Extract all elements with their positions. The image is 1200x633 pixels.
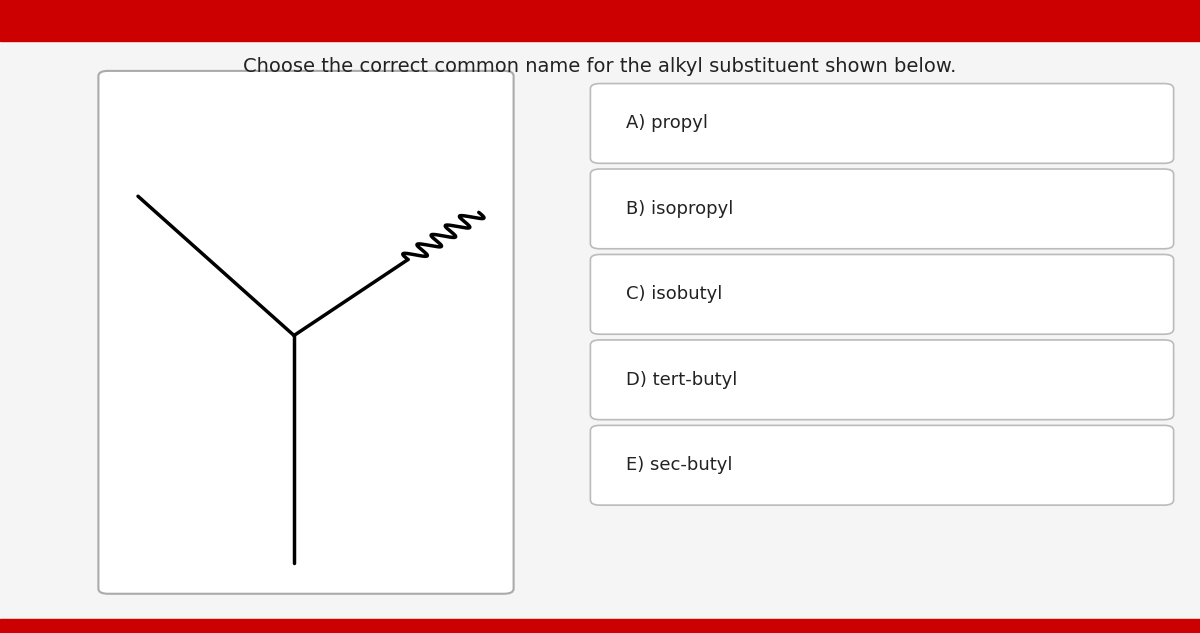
Text: E) sec-butyl: E) sec-butyl (626, 456, 733, 474)
Text: B) isopropyl: B) isopropyl (626, 200, 733, 218)
FancyBboxPatch shape (98, 71, 514, 594)
FancyBboxPatch shape (590, 84, 1174, 163)
FancyBboxPatch shape (590, 254, 1174, 334)
Text: D) tert-butyl: D) tert-butyl (626, 371, 738, 389)
Bar (0, 619, 1200, 633)
FancyBboxPatch shape (590, 340, 1174, 420)
Bar (0, 0, 1200, 41)
Text: Choose the correct common name for the alkyl substituent shown below.: Choose the correct common name for the a… (244, 57, 956, 76)
Text: A) propyl: A) propyl (626, 115, 708, 132)
Text: C) isobutyl: C) isobutyl (626, 285, 722, 303)
FancyBboxPatch shape (590, 169, 1174, 249)
FancyBboxPatch shape (590, 425, 1174, 505)
